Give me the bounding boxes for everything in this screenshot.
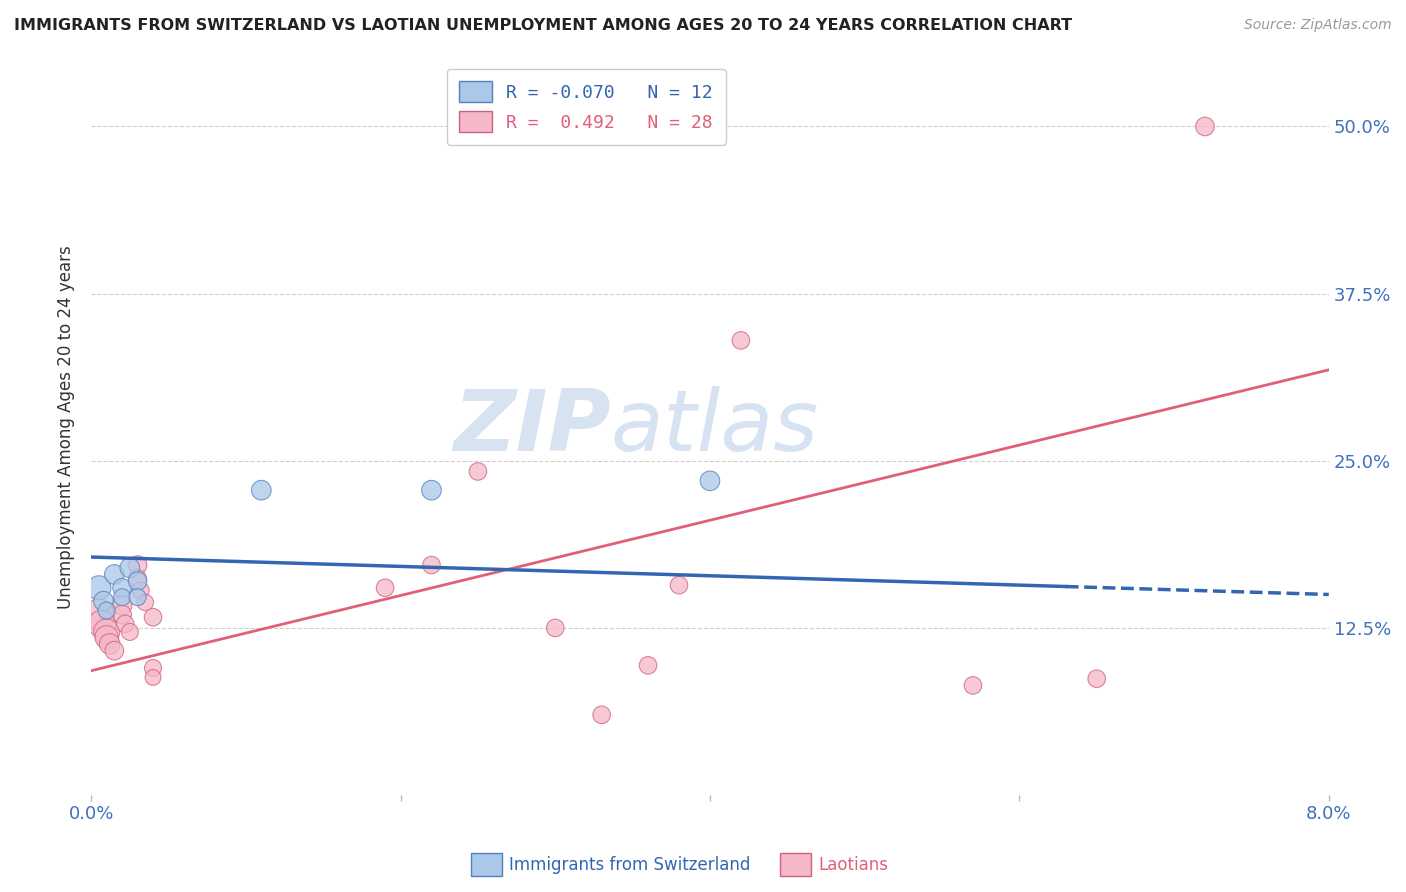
Text: ZIP: ZIP — [453, 386, 612, 469]
Point — [637, 658, 659, 673]
Point — [668, 578, 690, 592]
Point — [114, 616, 136, 631]
Point — [142, 610, 165, 624]
Point — [250, 483, 273, 498]
Point — [420, 483, 443, 498]
Point — [87, 581, 110, 595]
Point — [96, 630, 118, 644]
Text: Source: ZipAtlas.com: Source: ZipAtlas.com — [1244, 18, 1392, 32]
Point — [98, 637, 121, 651]
Point — [730, 334, 752, 348]
Point — [127, 571, 149, 585]
Point — [1085, 672, 1108, 686]
Point — [142, 670, 165, 684]
Point — [467, 465, 489, 479]
Point — [96, 624, 118, 639]
Y-axis label: Unemployment Among Ages 20 to 24 years: Unemployment Among Ages 20 to 24 years — [58, 245, 75, 609]
Point — [127, 574, 149, 588]
Point — [103, 643, 125, 657]
Text: IMMIGRANTS FROM SWITZERLAND VS LAOTIAN UNEMPLOYMENT AMONG AGES 20 TO 24 YEARS CO: IMMIGRANTS FROM SWITZERLAND VS LAOTIAN U… — [14, 18, 1073, 33]
Point — [87, 607, 110, 622]
Point — [591, 707, 613, 722]
Point — [91, 616, 114, 631]
Point — [118, 624, 141, 639]
Point — [129, 583, 152, 598]
Point — [142, 661, 165, 675]
Point — [420, 558, 443, 572]
Point — [699, 474, 721, 488]
Point — [134, 595, 156, 609]
Point — [127, 558, 149, 572]
Legend: R = -0.070   N = 12, R =  0.492   N = 28: R = -0.070 N = 12, R = 0.492 N = 28 — [447, 69, 725, 145]
Point — [96, 603, 118, 617]
Point — [111, 581, 134, 595]
Point — [103, 567, 125, 582]
Point — [544, 621, 567, 635]
Point — [111, 607, 134, 622]
Point — [93, 594, 115, 608]
Point — [111, 590, 134, 604]
Point — [118, 560, 141, 574]
Text: atlas: atlas — [612, 386, 818, 469]
Text: Laotians: Laotians — [818, 856, 889, 874]
Point — [962, 678, 984, 692]
Text: Immigrants from Switzerland: Immigrants from Switzerland — [509, 856, 751, 874]
Point — [127, 590, 149, 604]
Point — [111, 598, 134, 612]
Point — [1194, 120, 1216, 134]
Point — [374, 581, 396, 595]
